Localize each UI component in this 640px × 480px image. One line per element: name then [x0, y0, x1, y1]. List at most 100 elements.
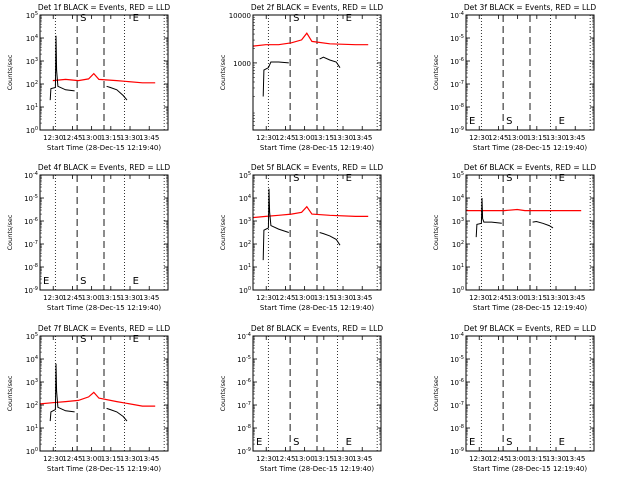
y-tick-label: 10-7 [237, 401, 251, 410]
y-tick-label: 105 [26, 11, 38, 20]
y-tick-label: 105 [26, 332, 38, 341]
panel-title: Det 3f BLACK = Events, RED = LLD [464, 3, 597, 12]
y-tick-label: 102 [452, 240, 464, 249]
marker-s: S [80, 276, 86, 287]
x-tick-label: 13:00 [295, 294, 315, 302]
plot-frame [252, 335, 382, 452]
y-tick-label: 10-5 [24, 194, 38, 203]
x-tick-label: 13:45 [565, 134, 585, 142]
y-tick-label: 101 [239, 263, 251, 272]
x-tick-label: 13:45 [352, 455, 372, 463]
marker-e0: E [43, 276, 49, 287]
x-tick-label: 13:30 [333, 134, 353, 142]
y-tick-label: 10-4 [24, 171, 38, 180]
x-tick-label: 12:30 [469, 294, 489, 302]
plot-frame [252, 174, 382, 291]
y-tick-label: 10-5 [450, 355, 464, 364]
events-series-line [475, 197, 502, 238]
y-tick-label: 100 [26, 126, 38, 135]
panel-title: Det 8f BLACK = Events, RED = LLD [251, 324, 384, 333]
y-tick-label: 10-6 [450, 57, 464, 66]
y-tick-label: 105 [452, 171, 464, 180]
x-tick-label: 13:30 [120, 294, 140, 302]
x-tick-label: 13:45 [139, 455, 159, 463]
x-tick-label: 12:30 [256, 294, 276, 302]
y-tick-label: 10-8 [237, 424, 251, 433]
events-series-line [532, 220, 554, 229]
x-axis-label: Start Time (28-Dec-15 12:19:40) [473, 304, 587, 312]
marker-e: E [346, 437, 352, 448]
marker-e: E [133, 13, 139, 24]
lld-series-line [39, 391, 156, 407]
marker-s: S [293, 437, 299, 448]
marker-s: S [506, 173, 512, 184]
plot-frame [39, 174, 169, 291]
x-tick-label: 12:30 [469, 134, 489, 142]
y-tick-label: 103 [26, 378, 38, 387]
panel-det8: Det 8f BLACK = Events, RED = LLD E S E 10-9 1… [219, 324, 383, 473]
x-tick-label: 13:45 [565, 455, 585, 463]
marker-s: S [293, 13, 299, 24]
x-tick-label: 12:30 [43, 134, 63, 142]
marker-e: E [559, 437, 565, 448]
y-tick-label: 103 [239, 217, 251, 226]
y-tick-label: 10-8 [450, 424, 464, 433]
y-axis-label: Counts/sec [6, 54, 14, 90]
x-tick-label: 13:15 [527, 294, 547, 302]
y-tick-label: 10-7 [24, 240, 38, 249]
marker-e: E [133, 276, 139, 287]
lld-series-line [252, 32, 369, 47]
x-tick-label: 13:00 [508, 294, 528, 302]
x-tick-label: 13:30 [546, 455, 566, 463]
y-tick-label: 10-9 [450, 126, 464, 135]
y-tick-label: 10-9 [24, 286, 38, 295]
events-series-line [106, 85, 128, 101]
marker-s: S [80, 334, 86, 345]
y-tick-label: 10-8 [24, 263, 38, 272]
x-axis-label: Start Time (28-Dec-15 12:19:40) [47, 465, 161, 473]
x-tick-label: 13:15 [314, 134, 334, 142]
x-tick-label: 13:30 [333, 455, 353, 463]
y-tick-label: 10-4 [450, 11, 464, 20]
y-tick-label: 10-4 [237, 332, 251, 341]
y-tick-label: 10000 [229, 12, 251, 20]
marker-e: E [559, 173, 565, 184]
y-tick-label: 104 [452, 194, 464, 203]
x-tick-label: 12:30 [256, 134, 276, 142]
panel-title: Det 6f BLACK = Events, RED = LLD [464, 163, 597, 172]
panel-det3: Det 3f BLACK = Events, RED = LLD E S E 10-9 1… [432, 3, 596, 152]
x-tick-label: 12:45 [488, 455, 508, 463]
marker-e: E [133, 334, 139, 345]
x-tick-label: 13:15 [527, 455, 547, 463]
x-tick-label: 13:00 [82, 134, 102, 142]
events-series-line [262, 61, 289, 97]
events-series-line [319, 56, 341, 68]
y-axis-label: Counts/sec [6, 375, 14, 411]
plot-frame [252, 14, 382, 131]
y-axis-label: Counts/sec [6, 214, 14, 250]
x-tick-label: 12:30 [43, 294, 63, 302]
marker-s: S [293, 173, 299, 184]
y-tick-label: 100 [239, 286, 251, 295]
x-axis-label: Start Time (28-Dec-15 12:19:40) [473, 144, 587, 152]
x-tick-label: 12:45 [62, 455, 82, 463]
x-tick-label: 12:45 [488, 134, 508, 142]
x-tick-label: 13:15 [101, 294, 121, 302]
lld-series-line [52, 72, 156, 84]
x-tick-label: 13:45 [139, 294, 159, 302]
y-tick-label: 10-8 [450, 103, 464, 112]
y-tick-label: 101 [26, 424, 38, 433]
events-series-line [49, 35, 75, 101]
x-tick-label: 13:30 [546, 134, 566, 142]
y-tick-label: 100 [452, 286, 464, 295]
plot-frame [39, 14, 169, 131]
x-tick-label: 12:45 [62, 134, 82, 142]
y-tick-label: 104 [26, 355, 38, 364]
x-tick-label: 13:30 [546, 294, 566, 302]
panel-title: Det 5f BLACK = Events, RED = LLD [251, 163, 384, 172]
